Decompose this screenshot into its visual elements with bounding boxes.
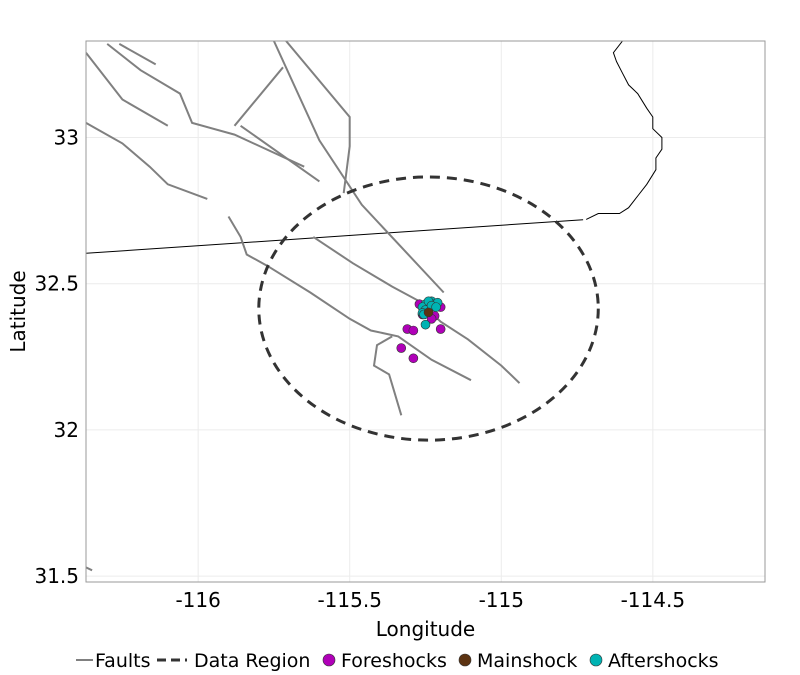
- y-tick-label: 33: [54, 126, 79, 150]
- aftershock-point: [431, 302, 441, 312]
- legend-key-point: [589, 653, 603, 667]
- foreshock-point: [435, 324, 446, 334]
- x-tick-label: -115.5: [317, 588, 381, 612]
- y-tick-labels: 31.5 32 32.5 33: [34, 126, 79, 589]
- fault-line: [227, 215, 472, 382]
- legend-item-region: Data Region: [157, 650, 310, 672]
- foreshock-point: [396, 343, 407, 353]
- fault-line: [86, 122, 208, 200]
- x-axis-label: Longitude: [376, 617, 475, 641]
- fault-line: [272, 41, 445, 294]
- y-axis-label: Latitude: [6, 270, 30, 352]
- legend-item-faults: Faults: [76, 650, 151, 672]
- fault-line: [86, 566, 93, 572]
- legend: Faults Data Region Foreshocks Mainshock Afte…: [76, 650, 719, 672]
- fault-line: [372, 335, 403, 416]
- plot-content: [86, 41, 663, 572]
- foreshock-point: [408, 353, 419, 364]
- foreshock-point: [408, 325, 419, 336]
- data-region-circle: [257, 175, 600, 442]
- legend-key-point: [322, 653, 336, 667]
- x-tick-labels: -116 -115.5 -115 -114.5: [175, 588, 685, 612]
- fault-line: [118, 43, 157, 66]
- legend-item-main: Mainshock: [458, 650, 577, 672]
- border-line: [86, 219, 584, 254]
- fault-line: [106, 43, 305, 168]
- x-tick-label: -114.5: [621, 588, 685, 612]
- y-tick-label: 31.5: [34, 564, 79, 588]
- fault-line: [86, 52, 169, 127]
- legend-key-point: [458, 653, 472, 667]
- mainshock-point: [423, 307, 434, 318]
- fault-line: [233, 66, 284, 127]
- plot-frame: [85, 40, 766, 583]
- aftershock-point: [420, 319, 431, 330]
- coastline: [585, 41, 663, 220]
- legend-label: Foreshocks: [341, 650, 447, 672]
- x-tick-label: -116: [175, 588, 220, 612]
- fault-line: [240, 124, 320, 183]
- legend-label: Aftershocks: [608, 650, 719, 672]
- legend-label: Data Region: [194, 650, 310, 672]
- legend-item-fore: Foreshocks: [322, 650, 447, 672]
- fault-line: [285, 41, 351, 194]
- y-tick-label: 32.5: [34, 272, 79, 296]
- legend-item-after: Aftershocks: [589, 650, 719, 672]
- x-tick-label: -115: [479, 588, 524, 612]
- y-tick-label: 32: [54, 418, 79, 442]
- legend-label: Mainshock: [477, 650, 577, 672]
- legend-label: Faults: [95, 650, 151, 672]
